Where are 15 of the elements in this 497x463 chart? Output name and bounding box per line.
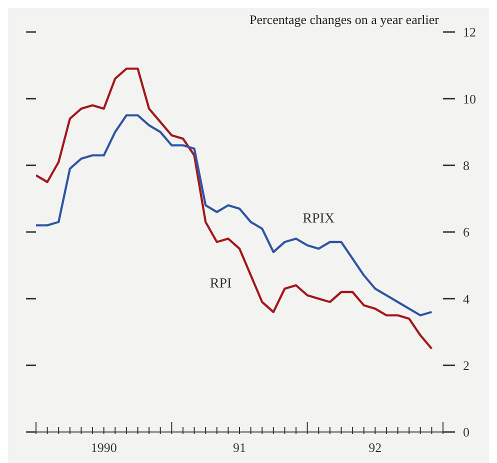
y-tick-label: 6 [463,224,470,240]
series-label: RPI [210,276,232,292]
y-tick-label: 2 [463,358,470,373]
series-label: RPIX [302,212,335,227]
y-tick-label: 10 [463,91,476,106]
y-tick-label: 8 [463,158,470,173]
x-tick-label: 91 [233,440,246,455]
x-tick-label: 92 [368,440,382,455]
line-series [36,68,433,350]
line-series [36,114,433,316]
x-tick-label: 1990 [90,440,117,455]
y-tick-label: 0 [463,424,470,440]
y-tick-label: 4 [463,291,470,306]
y-tick-label: 12 [463,24,476,40]
y-axis-title: Percentage changes on a year earlier [250,12,439,28]
